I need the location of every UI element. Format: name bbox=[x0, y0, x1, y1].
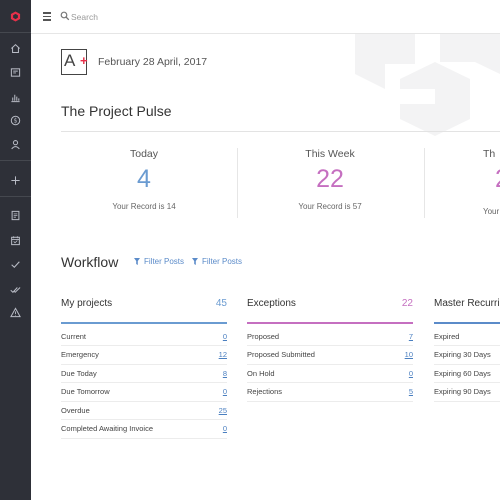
sidebar: $ bbox=[0, 0, 31, 500]
warning-icon[interactable] bbox=[0, 302, 31, 322]
search-input[interactable] bbox=[71, 9, 271, 25]
row-label: Due Tomorrow bbox=[61, 387, 110, 397]
pulse-title: The Project Pulse bbox=[61, 103, 172, 119]
table-row[interactable]: Expiring 30 Days bbox=[434, 346, 500, 365]
report-date: February 28 April, 2017 bbox=[98, 56, 208, 68]
sidebar-divider bbox=[0, 196, 31, 197]
panel-title: Exceptions bbox=[247, 298, 296, 309]
table-row: Proposed 7 bbox=[247, 328, 413, 346]
panel-count[interactable]: 22 bbox=[401, 298, 413, 309]
sidebar-divider bbox=[0, 160, 31, 161]
panel-accent-rule bbox=[61, 322, 227, 324]
pulse-label: Th bbox=[483, 148, 496, 160]
double-check-icon[interactable] bbox=[0, 279, 31, 299]
table-row[interactable]: Expiring 90 Days bbox=[434, 383, 500, 402]
pulse-cropped-column: Th 2 bbox=[483, 148, 500, 193]
table-row[interactable]: Expired bbox=[434, 328, 500, 346]
row-label: Overdue bbox=[61, 405, 90, 415]
pulse-today: Today 4 Your Record is 14 bbox=[51, 148, 237, 211]
pulse-label: Today bbox=[129, 148, 159, 160]
pulse-record: Your Record is 57 bbox=[298, 202, 362, 211]
watermark-logo bbox=[355, 34, 500, 136]
row-label: Current bbox=[61, 331, 87, 341]
panel-my-projects: My projects 45 Current 0 Emergency 12 Due … bbox=[61, 298, 227, 439]
table-row[interactable]: Expiring 60 Days bbox=[434, 365, 500, 383]
grade-badge: A bbox=[61, 49, 87, 75]
filter-posts-link[interactable]: Filter Posts bbox=[134, 257, 184, 266]
filter-icon bbox=[134, 258, 140, 265]
pulse-value[interactable]: 4 bbox=[137, 165, 151, 193]
table-row: Due Tomorrow 0 bbox=[61, 383, 227, 402]
sidebar-divider bbox=[0, 32, 31, 33]
plus-icon[interactable] bbox=[0, 170, 31, 190]
check-icon[interactable] bbox=[0, 254, 31, 274]
table-row: Rejections 5 bbox=[247, 383, 413, 402]
pulse-value[interactable]: 22 bbox=[316, 165, 344, 193]
top-bar bbox=[31, 0, 500, 34]
search-icon bbox=[60, 11, 70, 21]
panel-accent-rule bbox=[434, 322, 500, 324]
row-label: Proposed Submitted bbox=[247, 350, 315, 360]
row-count-link[interactable]: 5 bbox=[408, 387, 413, 397]
row-label: Expiring 90 Days bbox=[434, 387, 491, 397]
panel-master-recurring: Master Recurri Expired Expiring 30 Days … bbox=[434, 298, 500, 402]
panel-exceptions: Exceptions 22 Proposed 7 Proposed Submitt… bbox=[247, 298, 413, 402]
row-count-link[interactable]: 25 bbox=[218, 405, 227, 415]
row-label: Expired bbox=[434, 331, 460, 341]
row-label: Expiring 60 Days bbox=[434, 368, 491, 378]
panel-title: Master Recurri bbox=[434, 298, 500, 309]
pulse-record: Your bbox=[483, 207, 500, 216]
row-label: Due Today bbox=[61, 368, 97, 378]
pulse-divider bbox=[61, 131, 500, 132]
home-icon[interactable] bbox=[0, 38, 31, 58]
table-row: Proposed Submitted 10 bbox=[247, 346, 413, 365]
table-row: Completed Awaiting Invoice 0 bbox=[61, 420, 227, 439]
document-icon[interactable] bbox=[0, 205, 31, 225]
hamburger-menu-icon[interactable] bbox=[43, 12, 51, 21]
row-label: Rejections bbox=[247, 387, 283, 397]
svg-text:$: $ bbox=[14, 117, 18, 124]
row-count-link[interactable]: 0 bbox=[222, 424, 227, 434]
row-count-link[interactable]: 12 bbox=[218, 350, 227, 360]
table-row: Due Today 8 bbox=[61, 365, 227, 383]
row-count-link[interactable]: 7 bbox=[408, 331, 413, 341]
row-count-link[interactable]: 8 bbox=[222, 368, 227, 378]
table-row: Emergency 12 bbox=[61, 346, 227, 365]
bar-chart-icon[interactable] bbox=[0, 87, 31, 107]
user-icon[interactable] bbox=[0, 134, 31, 154]
row-count-link[interactable]: 0 bbox=[222, 331, 227, 341]
row-label: On Hold bbox=[247, 368, 275, 378]
row-label: Completed Awaiting Invoice bbox=[61, 424, 153, 434]
table-row: Overdue 25 bbox=[61, 402, 227, 420]
dollar-icon[interactable]: $ bbox=[0, 110, 31, 130]
row-label: Proposed bbox=[247, 331, 280, 341]
newspaper-icon[interactable] bbox=[0, 62, 31, 82]
grade-plus: + bbox=[80, 53, 88, 68]
filter-label: Filter Posts bbox=[144, 257, 185, 266]
row-label: Emergency bbox=[61, 350, 99, 360]
pulse-record: Your Record is 14 bbox=[112, 202, 176, 211]
table-row: On Hold 0 bbox=[247, 365, 413, 383]
filter-posts-link[interactable]: Filter Posts bbox=[192, 257, 242, 266]
row-label: Expiring 30 Days bbox=[434, 350, 491, 360]
filter-label: Filter Posts bbox=[202, 257, 243, 266]
logo-icon[interactable] bbox=[0, 6, 31, 26]
pulse-value[interactable]: 2 bbox=[495, 165, 500, 193]
pulse-label: This Week bbox=[305, 148, 355, 160]
filter-icon bbox=[192, 258, 198, 265]
table-row: Current 0 bbox=[61, 328, 227, 346]
pulse-column-divider bbox=[237, 148, 238, 218]
panel-title: My projects bbox=[61, 298, 113, 309]
row-count-link[interactable]: 10 bbox=[404, 350, 413, 360]
panel-accent-rule bbox=[247, 322, 413, 324]
calendar-icon[interactable] bbox=[0, 230, 31, 250]
pulse-this-week: This Week 22 Your Record is 57 bbox=[237, 148, 423, 211]
panel-count[interactable]: 45 bbox=[215, 298, 227, 309]
pulse-column-divider bbox=[424, 148, 425, 218]
row-count-link[interactable]: 0 bbox=[408, 368, 413, 378]
workflow-title: Workflow bbox=[61, 254, 119, 270]
row-count-link[interactable]: 0 bbox=[222, 387, 227, 397]
grade-letter: A bbox=[64, 51, 76, 70]
